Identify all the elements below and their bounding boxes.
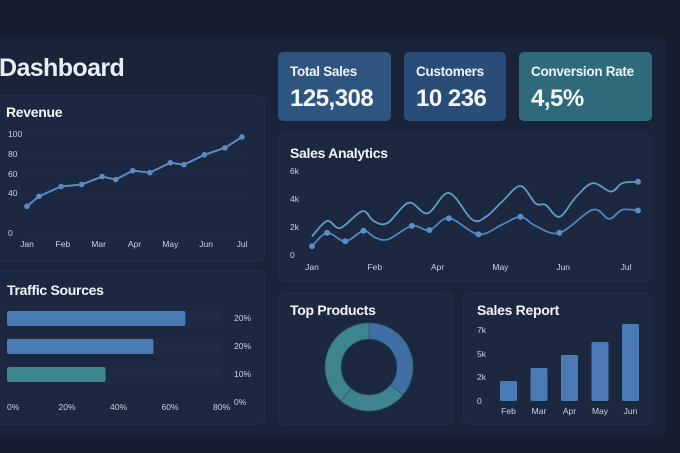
revenue-point — [129, 167, 136, 174]
sales-analytics-y-tick: 6k — [290, 166, 299, 176]
revenue-point — [36, 193, 42, 200]
kpi-value: 125,308 — [290, 85, 374, 112]
sales-report-x-tick: Mar — [531, 406, 547, 416]
sales-analytics-y-tick: 4k — [290, 194, 299, 204]
sales-report-x-tick: Jun — [623, 406, 638, 416]
donut-slice — [324, 322, 370, 402]
traffic-x-tick: 0% — [7, 402, 20, 412]
revenue-point — [24, 203, 30, 210]
kpi-label: Customers — [416, 64, 484, 79]
sales-report-card — [463, 292, 651, 425]
sales-analytics-point — [360, 227, 367, 234]
revenue-point — [58, 183, 64, 190]
sales-analytics-point — [517, 213, 524, 220]
page-title: Dashboard — [0, 54, 125, 82]
sales-report-bar — [622, 324, 639, 401]
sales-analytics-y-tick: 0 — [290, 250, 295, 260]
revenue-title: Revenue — [6, 104, 63, 120]
sales-report-x-tick: Apr — [562, 406, 577, 416]
revenue-y-tick: 80 — [8, 148, 18, 159]
traffic-bar — [7, 311, 186, 326]
sales-analytics-point — [309, 243, 315, 250]
revenue-point — [222, 145, 228, 151]
sales-analytics-x-tick: Apr — [430, 262, 445, 272]
sales-analytics-y-tick: 2k — [290, 222, 299, 232]
sales-analytics-point — [426, 227, 433, 234]
sales-analytics-point — [634, 207, 641, 214]
revenue-point — [239, 134, 245, 140]
traffic-value-label: 10% — [234, 369, 252, 379]
sales-report-y-tick: 7k — [477, 325, 486, 335]
revenue-x-tick: May — [162, 239, 179, 249]
sales-analytics-x-tick: May — [492, 262, 509, 272]
revenue-x-tick: Jun — [199, 239, 214, 249]
revenue-y-tick: 60 — [8, 168, 18, 179]
sales-analytics-point — [634, 178, 641, 185]
donut-slice — [368, 322, 414, 396]
sales-analytics-line-1 — [311, 180, 639, 238]
kpi-total-sales[interactable]: Total Sales 125,308 — [278, 52, 391, 121]
sales-analytics-point — [342, 238, 349, 245]
sales-analytics-point — [475, 231, 482, 238]
revenue-x-tick: Mar — [91, 239, 106, 249]
sales-analytics-point — [324, 229, 331, 236]
traffic-value-label: 20% — [234, 313, 252, 323]
traffic-x-tick: 80% — [213, 402, 231, 412]
kpi-label: Conversion Rate — [531, 64, 634, 79]
traffic-x-tick: 40% — [110, 402, 128, 412]
kpi-label: Total Sales — [290, 64, 357, 79]
revenue-point — [99, 173, 105, 180]
revenue-point — [167, 159, 174, 166]
sales-report-y-tick: 2k — [477, 372, 486, 382]
sales-report-x-tick: May — [591, 406, 609, 416]
revenue-y-tick: 0 — [8, 228, 13, 238]
revenue-point — [181, 161, 187, 168]
sales-analytics-card — [278, 133, 651, 282]
sales-report-title: Sales Report — [477, 302, 559, 318]
revenue-point — [78, 181, 85, 188]
traffic-value-label: 0% — [234, 397, 247, 407]
kpi-conversion-rate[interactable]: Conversion Rate 4,5% — [519, 52, 652, 121]
sales-report-bar — [530, 368, 548, 401]
traffic-value-label: 20% — [234, 341, 252, 351]
sales-analytics-title: Sales Analytics — [290, 145, 388, 161]
kpi-value: 4,5% — [531, 85, 584, 112]
traffic-sources-title: Traffic Sources — [7, 282, 104, 298]
kpi-value: 10 236 — [416, 85, 487, 112]
sales-analytics-point — [408, 222, 415, 229]
revenue-point — [147, 169, 153, 176]
sales-analytics-x-tick: Feb — [367, 262, 383, 272]
traffic-bar — [7, 367, 106, 382]
sales-report-bar — [500, 381, 517, 401]
revenue-x-tick: Jul — [236, 239, 248, 249]
sales-report-bar — [591, 342, 609, 401]
sales-report-y-tick: 5k — [477, 348, 486, 359]
revenue-x-tick: Feb — [55, 239, 71, 249]
traffic-x-tick: 20% — [58, 402, 76, 412]
kpi-customers[interactable]: Customers 10 236 — [404, 52, 506, 121]
revenue-point — [112, 176, 119, 183]
revenue-x-tick: Jan — [20, 239, 34, 249]
sales-analytics-point — [556, 229, 563, 236]
sales-analytics-point — [445, 215, 452, 222]
sales-report-x-tick: Feb — [501, 406, 516, 416]
traffic-bar — [7, 339, 154, 354]
revenue-y-tick: 100 — [8, 129, 23, 139]
revenue-x-tick: Apr — [127, 239, 142, 249]
top-products-title: Top Products — [290, 302, 376, 318]
sales-report-y-tick: 0 — [477, 395, 482, 406]
sales-report-bar — [561, 355, 578, 401]
sales-analytics-line-2 — [311, 208, 639, 247]
revenue-point — [201, 152, 208, 158]
revenue-y-tick: 40 — [8, 188, 18, 199]
sales-analytics-x-tick: Jul — [620, 262, 632, 272]
traffic-x-tick: 60% — [161, 402, 179, 412]
sales-analytics-x-tick: Jan — [305, 262, 319, 272]
sales-analytics-x-tick: Jun — [556, 262, 571, 272]
